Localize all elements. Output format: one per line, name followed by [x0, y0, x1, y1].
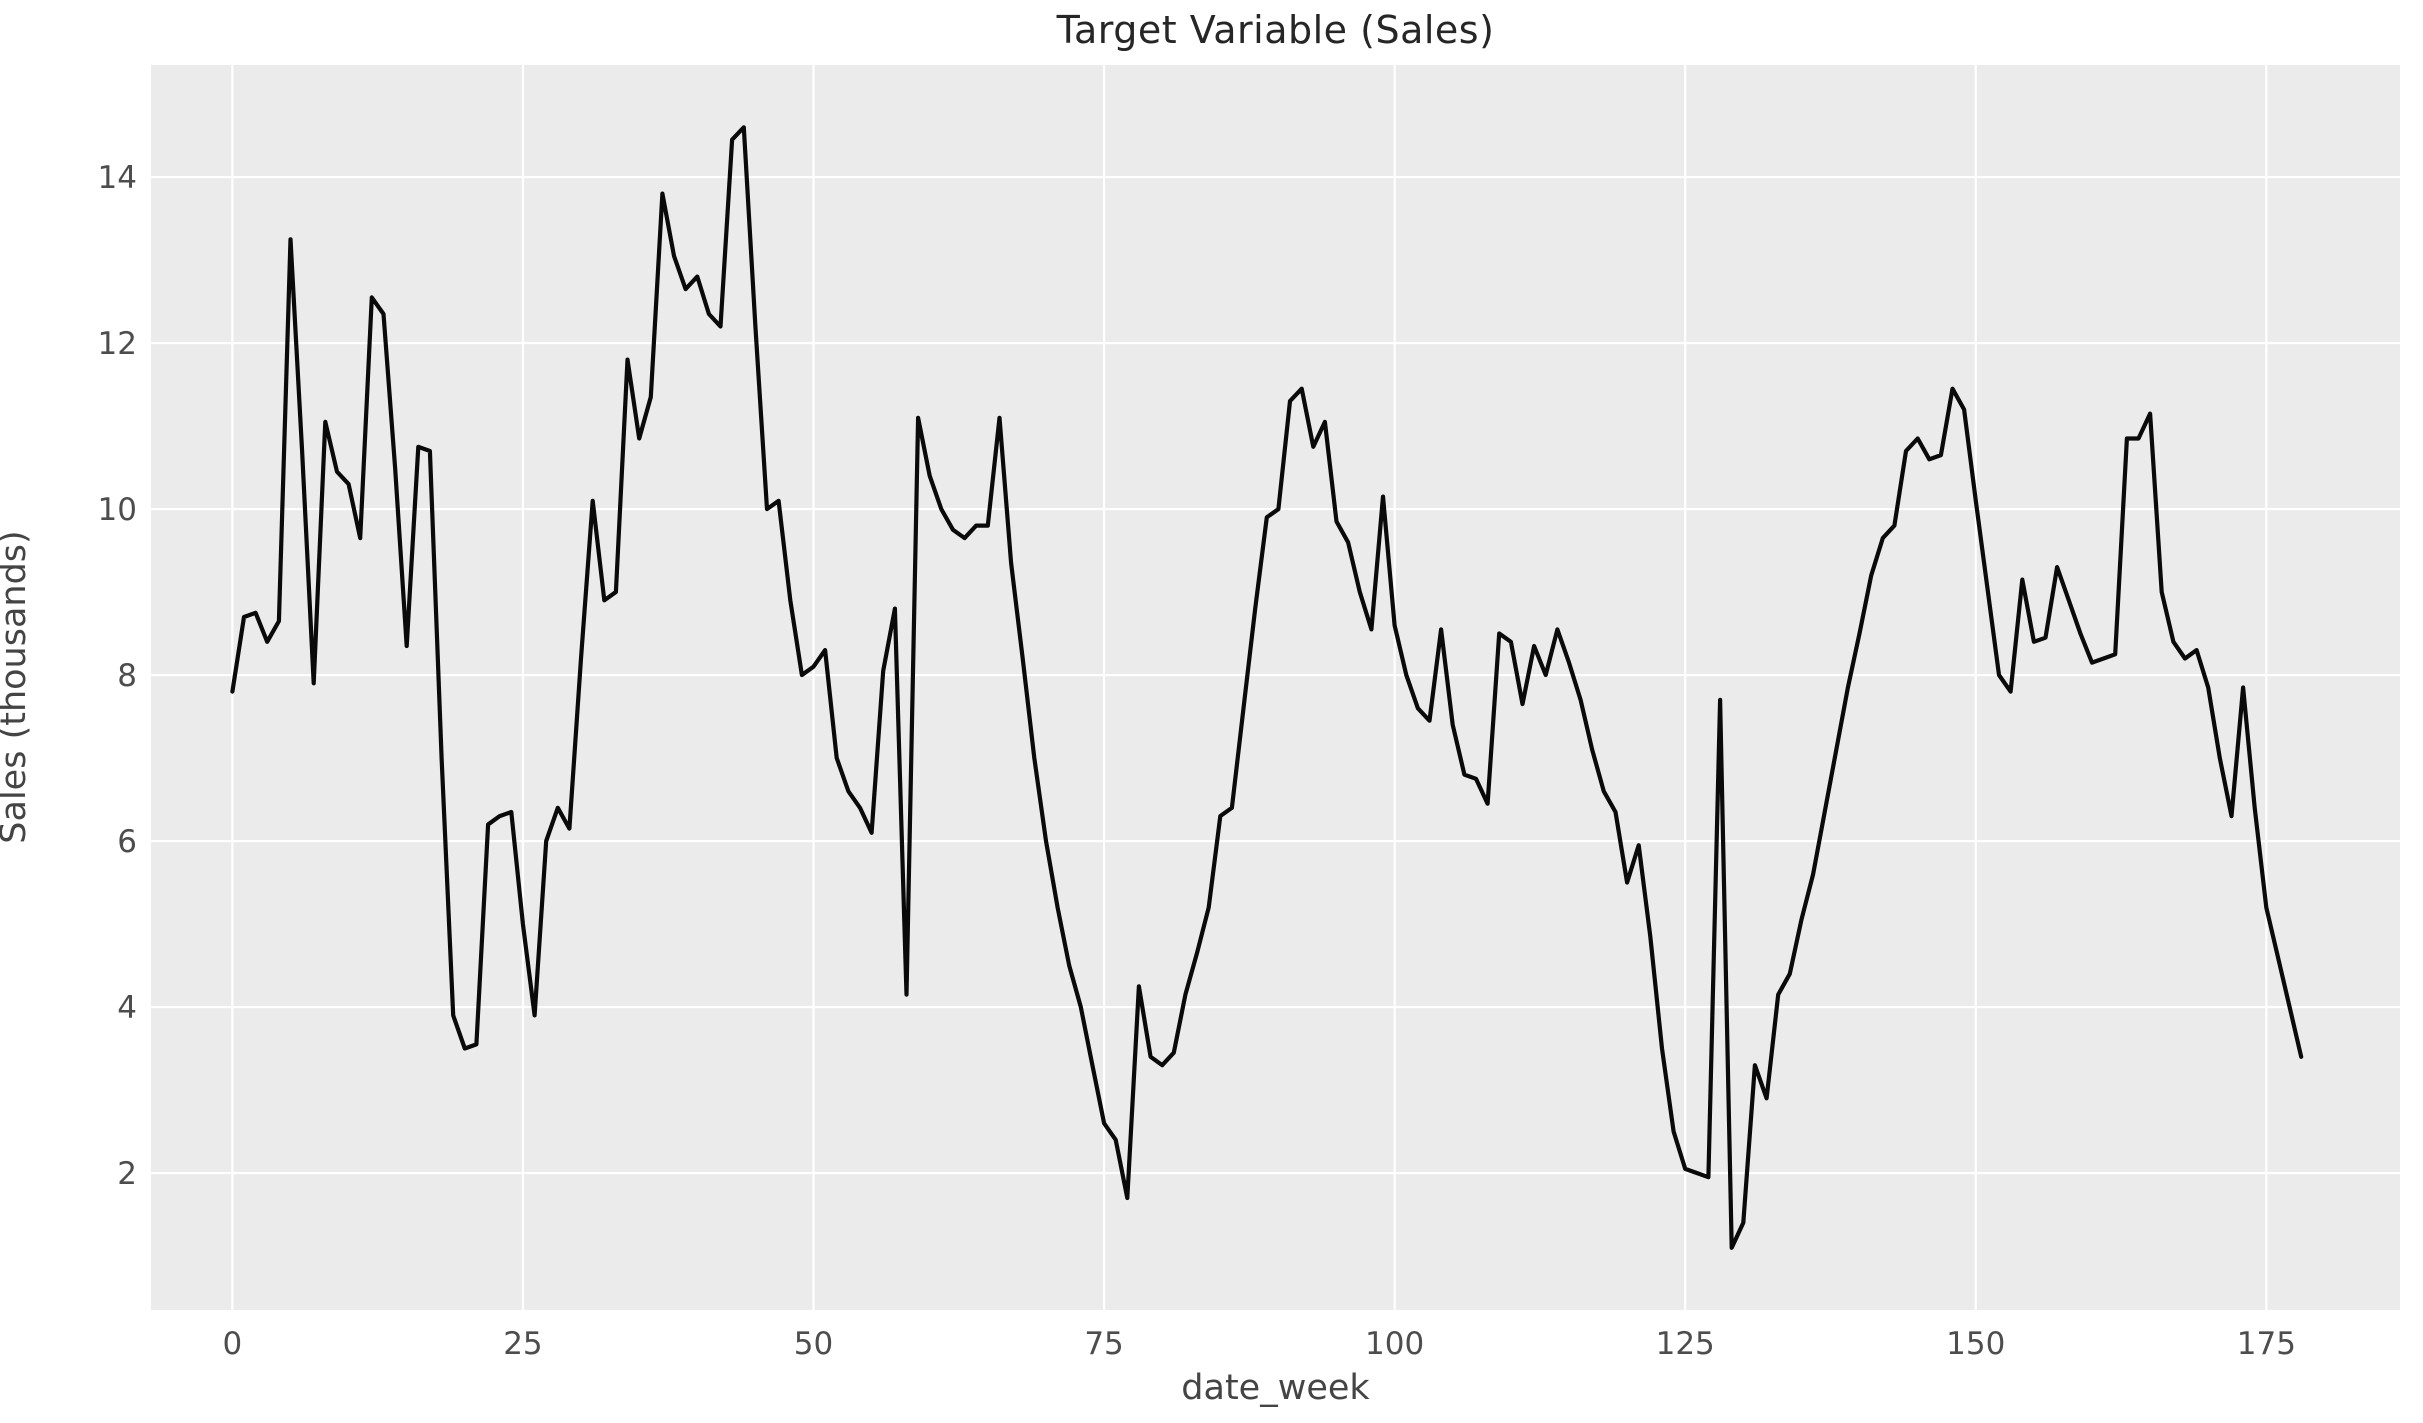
x-tick-label: 175: [2237, 1326, 2296, 1362]
y-tick-label: 12: [98, 326, 137, 362]
sales-series-line: [230, 125, 2304, 1250]
x-tick-label: 25: [503, 1326, 542, 1362]
x-tick-label: 50: [794, 1326, 833, 1362]
y-tick-label: 8: [117, 658, 137, 694]
chart-title: Target Variable (Sales): [1056, 8, 1495, 52]
x-tick-label: 100: [1365, 1326, 1424, 1362]
x-axis-label: date_week: [1181, 1368, 1370, 1408]
x-tick-label: 125: [1656, 1326, 1715, 1362]
y-tick-label: 4: [117, 990, 137, 1026]
plot-area: [151, 65, 2400, 1310]
y-axis-label-text: Sales (thousands): [0, 530, 34, 844]
y-tick-label: 6: [117, 824, 137, 860]
y-tick-label: 2: [117, 1156, 137, 1192]
y-tick-label: 10: [98, 492, 137, 528]
x-tick-label: 0: [222, 1326, 242, 1362]
y-tick-label: 14: [98, 160, 137, 196]
x-tick-label: 150: [1946, 1326, 2005, 1362]
x-tick-label: 75: [1084, 1326, 1123, 1362]
